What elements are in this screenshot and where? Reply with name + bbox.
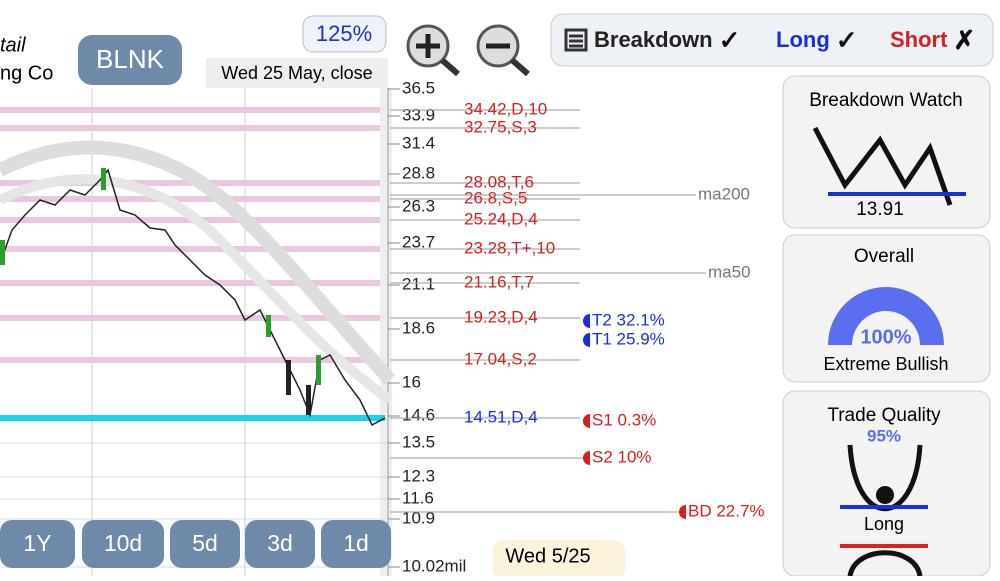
price-label: 26.3 bbox=[402, 196, 435, 215]
level-label: 28.08,T,6 bbox=[464, 172, 534, 191]
level-band bbox=[0, 357, 380, 363]
toolbar bbox=[550, 13, 994, 67]
candle bbox=[286, 360, 291, 395]
date-box bbox=[206, 58, 388, 88]
level-label: 34.42,D,10 bbox=[464, 99, 547, 118]
level-label: 23.28,T+,10 bbox=[464, 238, 555, 257]
range-button[interactable] bbox=[321, 520, 391, 568]
price-trace bbox=[2, 168, 386, 427]
cap-icon bbox=[847, 550, 923, 577]
zoom-level: 125% bbox=[316, 21, 372, 46]
target-marker bbox=[583, 333, 590, 347]
ma-band bbox=[0, 140, 396, 385]
range-button[interactable] bbox=[0, 520, 75, 568]
price-label: 10.02mil bbox=[402, 556, 466, 575]
footer-date: Wed 5/25 bbox=[505, 545, 590, 567]
toolbar-label[interactable]: Breakdown bbox=[594, 27, 713, 52]
support-line bbox=[0, 415, 385, 421]
range-label: 5d bbox=[192, 530, 218, 556]
price-label: 13.5 bbox=[402, 432, 435, 451]
candle bbox=[0, 240, 5, 265]
level-label: 19.23,D,4 bbox=[464, 307, 538, 326]
price-label: 14.6 bbox=[402, 405, 435, 424]
candle bbox=[266, 315, 271, 337]
range-button[interactable] bbox=[82, 520, 164, 568]
price-label: 16 bbox=[402, 372, 421, 391]
level-band bbox=[0, 107, 380, 113]
price-label: 21.1 bbox=[402, 274, 435, 293]
chart-area bbox=[0, 88, 390, 576]
toolbar-mark: ✓ bbox=[836, 25, 858, 55]
level-label: 21.16,T,7 bbox=[464, 272, 534, 291]
level-band bbox=[0, 125, 380, 131]
level-band bbox=[0, 280, 380, 286]
price-label: 28.8 bbox=[402, 163, 435, 182]
zoom-in[interactable] bbox=[406, 24, 460, 77]
level-band bbox=[0, 315, 380, 321]
price-label: 10.9 bbox=[402, 508, 435, 527]
panel-value: 13.91 bbox=[856, 199, 904, 220]
range-button[interactable] bbox=[170, 520, 240, 568]
company-name: tail bbox=[0, 34, 26, 56]
level-band bbox=[0, 246, 380, 252]
level-band bbox=[0, 196, 380, 202]
company-name: ng Co bbox=[0, 62, 53, 84]
price-label: 36.5 bbox=[402, 78, 435, 97]
range-label: 10d bbox=[104, 530, 142, 556]
toolbar-mark: ✗ bbox=[953, 25, 975, 55]
panel-value: 95% bbox=[867, 426, 901, 445]
zoom-out[interactable] bbox=[476, 24, 530, 77]
target-label: T2 32.1% bbox=[592, 310, 665, 329]
candle bbox=[101, 168, 106, 190]
toolbar-label[interactable]: Long bbox=[776, 27, 830, 52]
level-label: 25.24,D,4 bbox=[464, 209, 538, 228]
level-label: 17.04,S,2 bbox=[464, 349, 537, 368]
range-label: 1d bbox=[343, 530, 369, 556]
level-label: 14.51,D,4 bbox=[464, 407, 538, 426]
date-footer-box bbox=[493, 540, 625, 580]
target-label: S2 10% bbox=[592, 447, 652, 466]
panel-title: Overall bbox=[854, 246, 914, 267]
price-label: 33.9 bbox=[402, 105, 435, 124]
candle bbox=[306, 385, 311, 415]
panel-value: 100% bbox=[860, 326, 911, 348]
price-label: 12.3 bbox=[402, 466, 435, 485]
target-marker bbox=[583, 414, 590, 428]
toolbar-mark: ✓ bbox=[719, 25, 741, 55]
ticker-button[interactable] bbox=[78, 35, 182, 85]
panel-label: Extreme Bullish bbox=[823, 354, 948, 374]
ticker: BLNK bbox=[96, 44, 165, 74]
target-marker bbox=[583, 314, 590, 328]
panel-title: Trade Quality bbox=[827, 405, 941, 426]
ma-label: ma50 bbox=[708, 262, 751, 281]
zoom-box[interactable] bbox=[302, 15, 387, 53]
candle bbox=[316, 355, 321, 385]
target-marker bbox=[583, 451, 590, 465]
target-label: S1 0.3% bbox=[592, 410, 656, 429]
cup-icon bbox=[876, 486, 894, 504]
price-label: 11.6 bbox=[402, 488, 434, 507]
level-label: 32.75,S,3 bbox=[464, 117, 537, 136]
price-label: 31.4 bbox=[402, 133, 435, 152]
menu-icon bbox=[564, 28, 588, 52]
axis-strip bbox=[380, 88, 392, 576]
range-label: 1Y bbox=[23, 530, 51, 556]
date: Wed 25 May, close bbox=[221, 63, 372, 83]
range-label: 3d bbox=[267, 530, 293, 556]
ma-label: ma200 bbox=[698, 184, 750, 203]
toolbar-label[interactable]: Short bbox=[890, 27, 948, 52]
price-label: 23.7 bbox=[402, 232, 435, 251]
target-marker bbox=[679, 505, 686, 519]
panel-label: Long bbox=[864, 514, 904, 534]
gauge bbox=[828, 287, 944, 345]
target-label: BD 22.7% bbox=[688, 501, 765, 520]
pattern-icon bbox=[812, 126, 953, 206]
target-label: T1 25.9% bbox=[592, 329, 665, 348]
level-label: 26.8,S,5 bbox=[464, 188, 527, 207]
price-label: 18.6 bbox=[402, 318, 435, 337]
panel-title: Breakdown Watch bbox=[809, 90, 962, 111]
range-button[interactable] bbox=[245, 520, 315, 568]
ma-band bbox=[0, 174, 393, 405]
